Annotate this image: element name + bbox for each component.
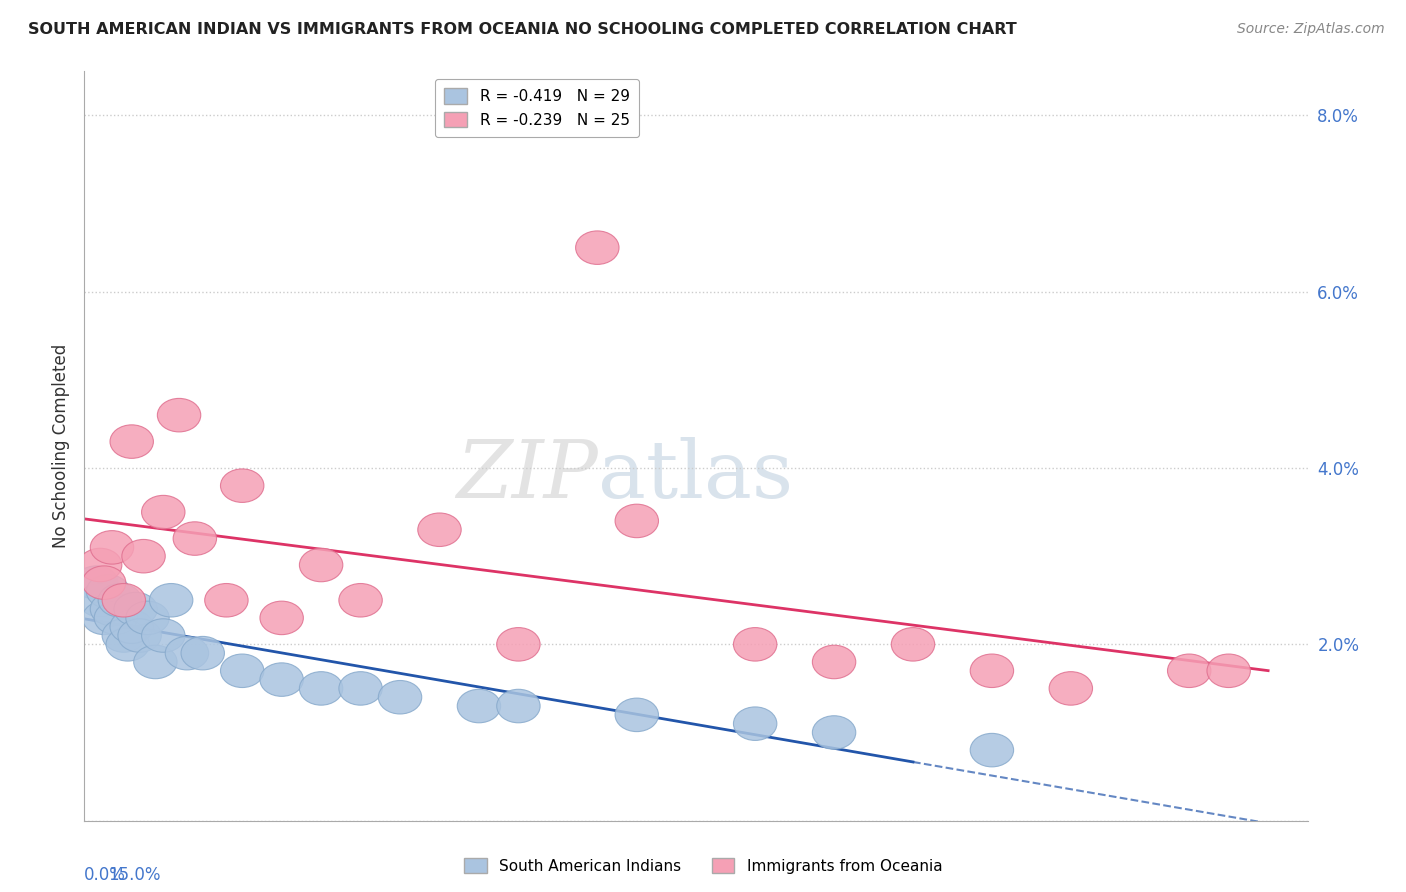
Ellipse shape xyxy=(173,522,217,556)
Ellipse shape xyxy=(90,531,134,564)
Ellipse shape xyxy=(891,628,935,661)
Ellipse shape xyxy=(142,495,186,529)
Ellipse shape xyxy=(260,601,304,634)
Ellipse shape xyxy=(614,504,658,538)
Ellipse shape xyxy=(134,645,177,679)
Ellipse shape xyxy=(79,583,122,617)
Ellipse shape xyxy=(75,566,118,599)
Ellipse shape xyxy=(221,469,264,502)
Ellipse shape xyxy=(970,654,1014,688)
Ellipse shape xyxy=(299,549,343,582)
Ellipse shape xyxy=(86,574,129,608)
Text: SOUTH AMERICAN INDIAN VS IMMIGRANTS FROM OCEANIA NO SCHOOLING COMPLETED CORRELAT: SOUTH AMERICAN INDIAN VS IMMIGRANTS FROM… xyxy=(28,22,1017,37)
Legend: R = -0.419   N = 29, R = -0.239   N = 25: R = -0.419 N = 29, R = -0.239 N = 25 xyxy=(436,79,638,137)
Ellipse shape xyxy=(339,672,382,706)
Ellipse shape xyxy=(110,425,153,458)
Ellipse shape xyxy=(118,619,162,652)
Ellipse shape xyxy=(734,628,778,661)
Ellipse shape xyxy=(90,592,134,626)
Ellipse shape xyxy=(79,549,122,582)
Ellipse shape xyxy=(418,513,461,547)
Ellipse shape xyxy=(734,707,778,740)
Ellipse shape xyxy=(83,601,125,634)
Ellipse shape xyxy=(813,645,856,679)
Ellipse shape xyxy=(125,601,169,634)
Text: 0.0%: 0.0% xyxy=(84,865,127,884)
Ellipse shape xyxy=(299,672,343,706)
Ellipse shape xyxy=(105,628,149,661)
Ellipse shape xyxy=(205,583,247,617)
Ellipse shape xyxy=(166,636,208,670)
Text: Source: ZipAtlas.com: Source: ZipAtlas.com xyxy=(1237,22,1385,37)
Ellipse shape xyxy=(157,399,201,432)
Ellipse shape xyxy=(103,583,146,617)
Y-axis label: No Schooling Completed: No Schooling Completed xyxy=(52,344,70,548)
Ellipse shape xyxy=(260,663,304,697)
Ellipse shape xyxy=(114,592,157,626)
Ellipse shape xyxy=(970,733,1014,767)
Ellipse shape xyxy=(457,690,501,723)
Ellipse shape xyxy=(575,231,619,264)
Ellipse shape xyxy=(221,654,264,688)
Text: ZIP: ZIP xyxy=(457,437,598,515)
Ellipse shape xyxy=(496,690,540,723)
Ellipse shape xyxy=(813,715,856,749)
Ellipse shape xyxy=(496,628,540,661)
Ellipse shape xyxy=(1049,672,1092,706)
Ellipse shape xyxy=(614,698,658,731)
Ellipse shape xyxy=(149,583,193,617)
Text: atlas: atlas xyxy=(598,437,793,515)
Text: 15.0%: 15.0% xyxy=(108,865,160,884)
Ellipse shape xyxy=(339,583,382,617)
Ellipse shape xyxy=(94,601,138,634)
Ellipse shape xyxy=(110,610,153,643)
Ellipse shape xyxy=(1206,654,1250,688)
Ellipse shape xyxy=(142,619,186,652)
Ellipse shape xyxy=(378,681,422,714)
Ellipse shape xyxy=(181,636,225,670)
Ellipse shape xyxy=(122,540,166,573)
Legend: South American Indians, Immigrants from Oceania: South American Indians, Immigrants from … xyxy=(457,852,949,880)
Ellipse shape xyxy=(98,583,142,617)
Ellipse shape xyxy=(83,566,125,599)
Ellipse shape xyxy=(1167,654,1211,688)
Ellipse shape xyxy=(103,619,146,652)
